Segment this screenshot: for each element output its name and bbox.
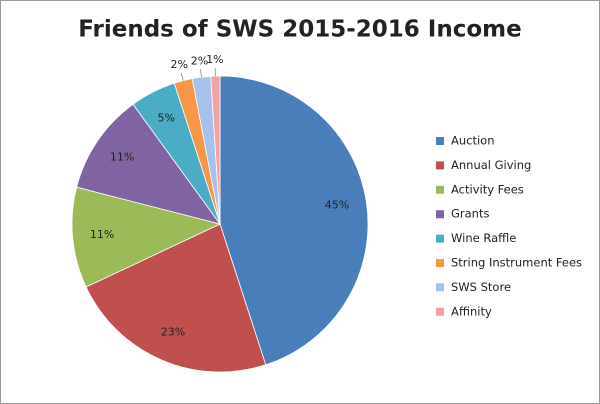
legend-swatch — [436, 137, 444, 145]
legend-label: Auction — [451, 134, 495, 148]
pie-slice — [71, 186, 222, 288]
data-label: 23% — [161, 326, 185, 339]
legend-label: Activity Fees — [451, 182, 524, 196]
legend-swatch — [436, 259, 444, 267]
legend-swatch — [436, 161, 444, 170]
data-label: 5% — [158, 112, 175, 125]
legend-swatch — [436, 283, 444, 292]
chart-title: Friends of SWS 2015-2016 Income — [78, 17, 521, 43]
legend-swatch — [436, 185, 444, 194]
legend-label: Wine Raffle — [451, 231, 516, 245]
legend-label: Affinity — [451, 304, 492, 318]
data-label: 1% — [206, 53, 223, 66]
legend-swatch — [436, 210, 444, 219]
data-label: 2% — [191, 54, 208, 67]
legend-label: Grants — [451, 207, 489, 221]
data-label: 45% — [325, 198, 349, 211]
data-label: 11% — [90, 228, 114, 241]
leader-line — [180, 72, 184, 81]
legend-label: SWS Store — [451, 280, 511, 294]
legend-label: Annual Giving — [451, 158, 531, 172]
pie-slice — [85, 223, 267, 373]
legend-swatch — [436, 307, 444, 316]
legend-swatch — [436, 234, 444, 243]
data-label: 2% — [170, 58, 187, 71]
legend-label: String Instrument Fees — [451, 256, 582, 270]
pie-slice — [219, 75, 369, 366]
pie-slice — [76, 103, 221, 225]
data-label: 11% — [110, 150, 134, 163]
leader-line — [200, 69, 202, 78]
